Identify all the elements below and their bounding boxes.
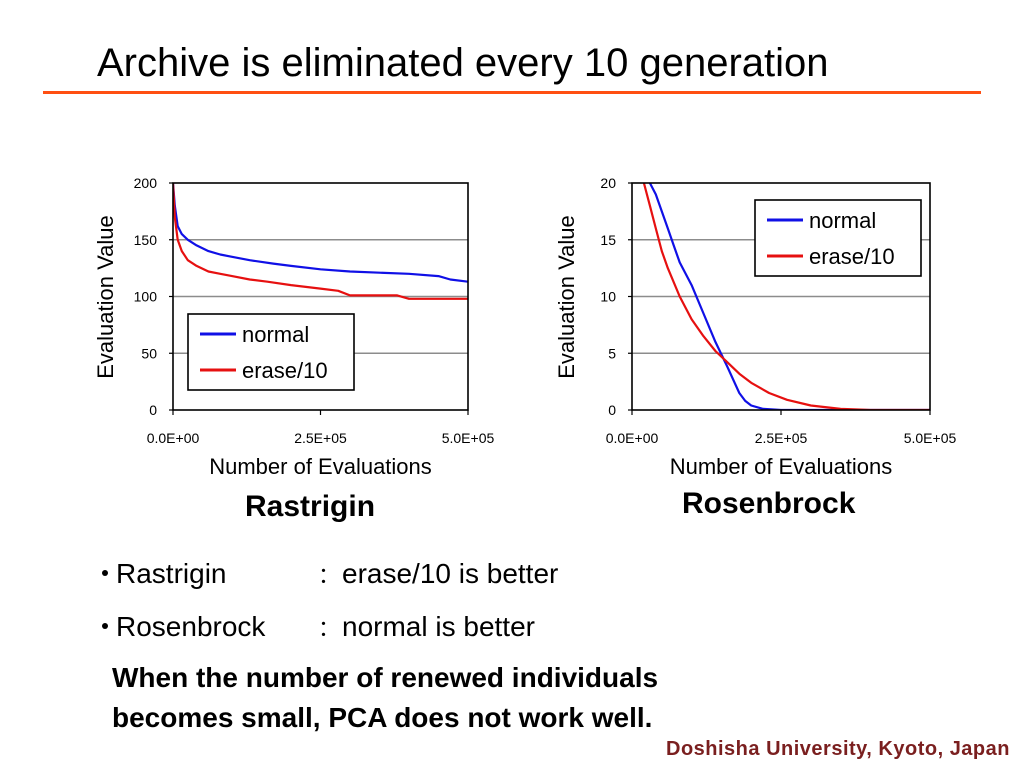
series-line-normal bbox=[648, 183, 930, 410]
bullet-colon: ： bbox=[317, 563, 340, 588]
conclusion-line: becomes small, PCA does not work well. bbox=[112, 702, 653, 733]
legend-label: normal bbox=[809, 208, 876, 233]
y-tick-label: 20 bbox=[600, 175, 616, 191]
y-tick-label: 200 bbox=[134, 175, 158, 191]
y-tick-label: 50 bbox=[141, 345, 157, 361]
x-tick-label: 0.0E+00 bbox=[147, 430, 200, 446]
legend-label: normal bbox=[242, 322, 309, 347]
x-tick-label: 2.5E+05 bbox=[755, 430, 808, 446]
y-tick-label: 0 bbox=[149, 402, 157, 418]
legend-box bbox=[187, 313, 355, 391]
x-tick-label: 0.0E+00 bbox=[606, 430, 659, 446]
slide-title: Archive is eliminated every 10 generatio… bbox=[97, 41, 829, 85]
series-line-normal bbox=[173, 183, 468, 283]
chart-caption-rosenbrock: Rosenbrock bbox=[682, 487, 856, 520]
x-tick-label: 2.5E+05 bbox=[294, 430, 347, 446]
bullet-dot bbox=[102, 622, 108, 629]
y-tick-label: 10 bbox=[600, 289, 616, 305]
x-tick-label: 5.0E+05 bbox=[442, 430, 495, 446]
y-tick-label: 100 bbox=[134, 289, 158, 305]
series-line-erase-10 bbox=[173, 183, 468, 300]
conclusion-line: When the number of renewed individuals bbox=[112, 662, 659, 693]
chart-rosenbrock: 0 5 10 15 20 0.0E+00 2.5E+05 5.0E+05 Number of E… bbox=[554, 175, 957, 479]
series-line-erase-10 bbox=[642, 183, 930, 410]
x-axis-title: Number of Evaluations bbox=[670, 454, 893, 479]
conclusion-note: When the number of renewed individuals b… bbox=[112, 658, 658, 738]
y-axis-title: Evaluation Value bbox=[93, 215, 118, 379]
legend-box bbox=[754, 199, 922, 277]
chart-rastrigin: 0 50 100 150 200 0.0E+00 2.5E+05 5.0E+05 Number … bbox=[93, 175, 495, 479]
bullet-term: Rastrigin bbox=[116, 558, 227, 589]
legend-label: erase/10 bbox=[242, 358, 328, 383]
x-tick-label: 5.0E+05 bbox=[904, 430, 957, 446]
y-axis-title: Evaluation Value bbox=[554, 215, 579, 379]
y-tick-label: 5 bbox=[608, 345, 616, 361]
bullet-text: erase/10 is better bbox=[342, 558, 559, 589]
bullet-dot bbox=[102, 569, 108, 576]
y-tick-label: 0 bbox=[608, 402, 616, 418]
legend-label: erase/10 bbox=[809, 244, 895, 269]
bullet-text: normal is better bbox=[342, 611, 535, 642]
title-divider bbox=[43, 91, 981, 94]
y-tick-label: 15 bbox=[600, 232, 616, 248]
chart-caption-rastrigin: Rastrigin bbox=[245, 490, 376, 523]
x-axis-title: Number of Evaluations bbox=[209, 454, 432, 479]
bullet-item: Rastrigin ：erase/10 is better bbox=[102, 558, 558, 590]
footer-affiliation: Doshisha University, Kyoto, Japan bbox=[666, 738, 1010, 760]
bullet-term: Rosenbrock bbox=[116, 611, 266, 642]
bullet-colon: ： bbox=[317, 616, 340, 641]
bullet-item: Rosenbrock ：normal is better bbox=[102, 611, 535, 643]
y-tick-label: 150 bbox=[134, 232, 158, 248]
